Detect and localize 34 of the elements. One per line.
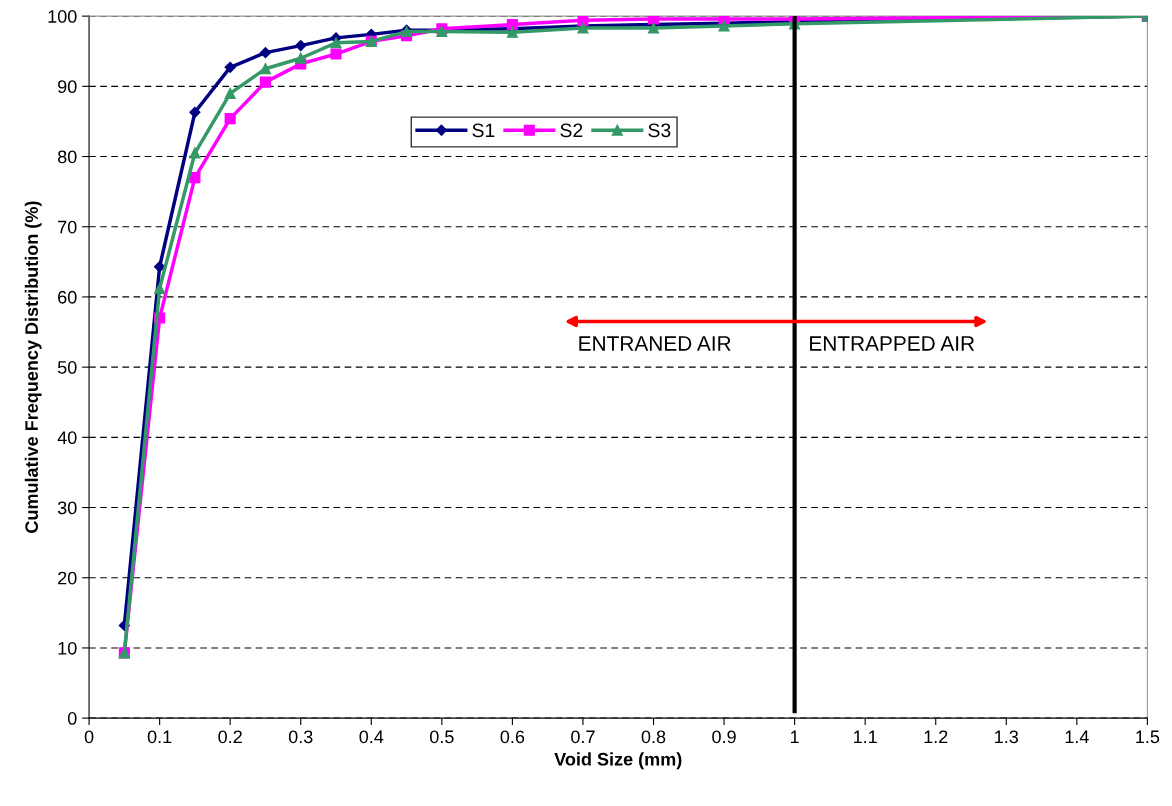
y-tick-label: 80 [57,150,77,164]
x-tick-label: 0.1 [147,730,172,744]
y-tick-label: 30 [57,501,77,515]
legend-label: S1 [472,123,495,138]
annotation: ENTRAPPED AIR [810,336,975,351]
x-tick-label: 1.2 [924,730,948,744]
x-tick-label: 1.4 [1065,730,1089,744]
y-tick-label: 20 [58,571,77,585]
x-tick-label: 1.1 [854,730,877,744]
legend-label: S2 [560,123,583,138]
x-tick-label: 1.3 [995,730,1019,744]
x-tick-label: 0.2 [218,730,242,744]
x-tick-label: 0 [84,730,94,744]
x-tick-label: 1 [790,730,799,744]
x-tick-label: 0.4 [359,730,384,744]
y-tick-label: 40 [57,431,77,445]
y-tick-label: 0 [67,712,77,725]
annotation: ENTRANED AIR [579,336,731,351]
x-tick-label: 1.5 [1136,730,1160,744]
y-tick-label: 50 [57,361,77,374]
x-tick-label: 0.9 [712,730,736,744]
legend-label: S3 [648,123,671,138]
y-tick-label: 100 [48,10,77,23]
x-tick-label: 0.3 [288,730,313,744]
x-tick-label: 0.8 [641,730,666,744]
y-tick-label: 10 [58,641,77,655]
x-tick-label: 0.5 [430,730,454,744]
x-tick-label: 0.7 [571,730,595,744]
y-tick-label: 90 [58,80,77,94]
y-axis-title: Cumulative Frequency Distribution (%) [24,201,42,533]
x-axis-title: Void Size (mm) [554,752,682,770]
y-tick-label: 70 [58,220,77,234]
y-tick-label: 60 [58,290,77,304]
x-tick-label: 0.6 [500,730,525,744]
